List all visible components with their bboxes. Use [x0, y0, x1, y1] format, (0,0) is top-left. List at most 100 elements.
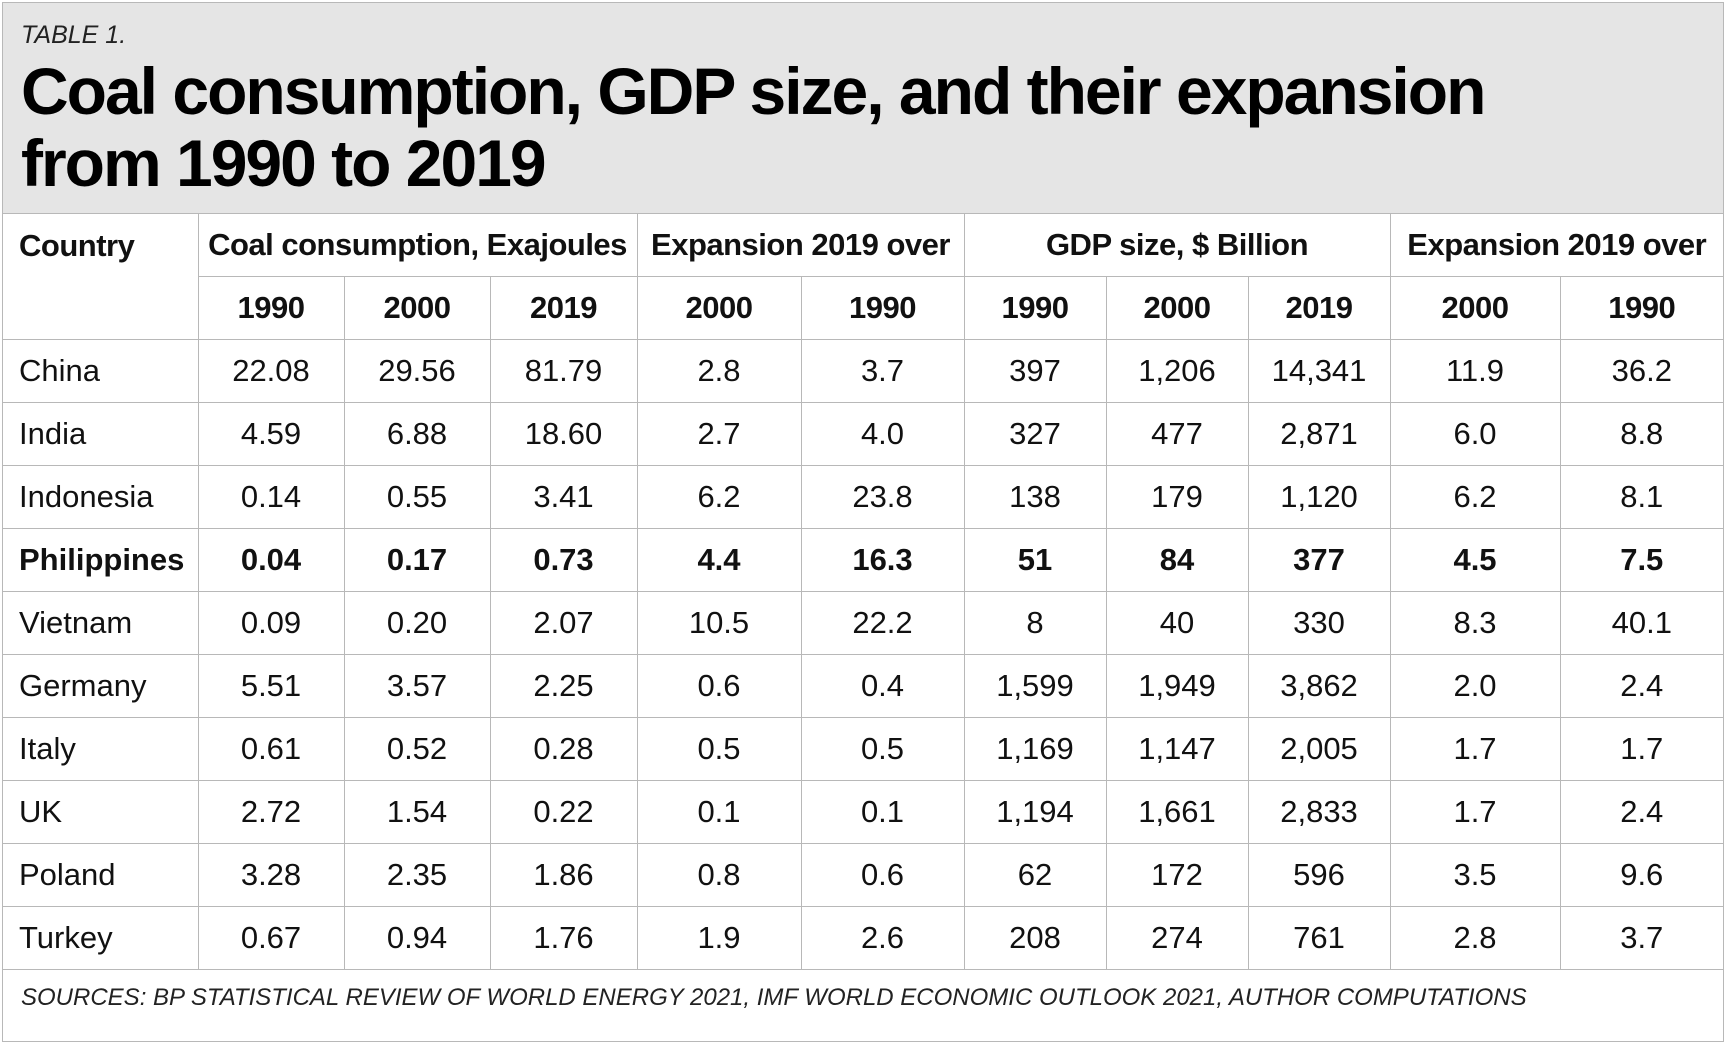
sub-header: 1990 — [964, 276, 1107, 340]
value-cell: 1,949 — [1106, 654, 1249, 718]
value-cell: 2.0 — [1390, 654, 1561, 718]
value-cell: 4.4 — [637, 528, 802, 592]
value-cell: 0.28 — [490, 717, 638, 781]
value-cell: 18.60 — [490, 402, 638, 466]
value-cell: 0.61 — [198, 717, 345, 781]
value-cell: 138 — [964, 465, 1107, 529]
value-cell: 14,341 — [1248, 339, 1391, 403]
value-cell: 3,862 — [1248, 654, 1391, 718]
sub-header: 2000 — [344, 276, 491, 340]
value-cell: 16.3 — [801, 528, 965, 592]
sub-header: 2019 — [490, 276, 638, 340]
value-cell: 1,147 — [1106, 717, 1249, 781]
value-cell: 8.3 — [1390, 591, 1561, 655]
value-cell: 274 — [1106, 906, 1249, 970]
table-row: Poland 3.28 2.35 1.86 0.8 0.6 62 172 596 3.5 9.6 — [3, 843, 1724, 907]
value-cell: 8.1 — [1560, 465, 1724, 529]
value-cell: 3.41 — [490, 465, 638, 529]
value-cell: 377 — [1248, 528, 1391, 592]
value-cell: 172 — [1106, 843, 1249, 907]
value-cell: 0.67 — [198, 906, 345, 970]
value-cell: 1.76 — [490, 906, 638, 970]
value-cell: 2,833 — [1248, 780, 1391, 844]
value-cell: 7.5 — [1560, 528, 1724, 592]
value-cell: 40.1 — [1560, 591, 1724, 655]
value-cell: 2.4 — [1560, 654, 1724, 718]
value-cell: 0.20 — [344, 591, 491, 655]
value-cell: 1,120 — [1248, 465, 1391, 529]
value-cell: 0.6 — [637, 654, 802, 718]
value-cell: 0.1 — [801, 780, 965, 844]
value-cell: 1,599 — [964, 654, 1107, 718]
value-cell: 0.55 — [344, 465, 491, 529]
value-cell: 1,169 — [964, 717, 1107, 781]
value-cell: 81.79 — [490, 339, 638, 403]
column-header-gdp-size: GDP size, $ Billion — [964, 214, 1391, 277]
country-cell: Germany — [3, 654, 199, 718]
value-cell: 1.54 — [344, 780, 491, 844]
country-cell: Philippines — [3, 528, 199, 592]
country-cell: UK — [3, 780, 199, 844]
value-cell: 0.17 — [344, 528, 491, 592]
country-cell: Italy — [3, 717, 199, 781]
value-cell: 2.72 — [198, 780, 345, 844]
country-cell: China — [3, 339, 199, 403]
value-cell: 0.5 — [801, 717, 965, 781]
value-cell: 1,194 — [964, 780, 1107, 844]
value-cell: 4.0 — [801, 402, 965, 466]
value-cell: 330 — [1248, 591, 1391, 655]
value-cell: 4.5 — [1390, 528, 1561, 592]
sources-note: SOURCES: BP STATISTICAL REVIEW OF WORLD … — [21, 984, 1527, 1011]
value-cell: 397 — [964, 339, 1107, 403]
value-cell: 179 — [1106, 465, 1249, 529]
value-cell: 2.6 — [801, 906, 965, 970]
sub-header: 2000 — [637, 276, 802, 340]
value-cell: 477 — [1106, 402, 1249, 466]
value-cell: 0.09 — [198, 591, 345, 655]
value-cell: 3.7 — [1560, 906, 1724, 970]
value-cell: 62 — [964, 843, 1107, 907]
table-row: Indonesia 0.14 0.55 3.41 6.2 23.8 138 179 1,120 6… — [3, 465, 1724, 529]
sub-header-row: 1990 2000 2019 2000 1990 1990 2000 2019 … — [3, 276, 1724, 340]
sub-header: 1990 — [1560, 276, 1724, 340]
value-cell: 0.6 — [801, 843, 965, 907]
value-cell: 84 — [1106, 528, 1249, 592]
column-header-coal-consumption: Coal consumption, Exajoules — [198, 214, 638, 277]
value-cell: 2.07 — [490, 591, 638, 655]
value-cell: 3.28 — [198, 843, 345, 907]
value-cell: 23.8 — [801, 465, 965, 529]
value-cell: 0.4 — [801, 654, 965, 718]
sub-header: 2000 — [1390, 276, 1561, 340]
value-cell: 3.5 — [1390, 843, 1561, 907]
table-row: UK 2.72 1.54 0.22 0.1 0.1 1,194 1,661 2,833 1.7 2.… — [3, 780, 1724, 844]
value-cell: 6.88 — [344, 402, 491, 466]
value-cell: 1.9 — [637, 906, 802, 970]
column-header-coal-expansion: Expansion 2019 over — [637, 214, 965, 277]
value-cell: 8.8 — [1560, 402, 1724, 466]
value-cell: 2,871 — [1248, 402, 1391, 466]
value-cell: 22.2 — [801, 591, 965, 655]
table-row: Philippines 0.04 0.17 0.73 4.4 16.3 51 84 377 4.5… — [3, 528, 1724, 592]
sub-header: 2000 — [1106, 276, 1249, 340]
value-cell: 3.7 — [801, 339, 965, 403]
value-cell: 0.04 — [198, 528, 345, 592]
value-cell: 2.4 — [1560, 780, 1724, 844]
value-cell: 5.51 — [198, 654, 345, 718]
value-cell: 6.2 — [1390, 465, 1561, 529]
country-cell: Vietnam — [3, 591, 199, 655]
value-cell: 40 — [1106, 591, 1249, 655]
value-cell: 2,005 — [1248, 717, 1391, 781]
group-header-row: Country Coal consumption, Exajoules Expa… — [3, 214, 1724, 340]
value-cell: 51 — [964, 528, 1107, 592]
value-cell: 2.25 — [490, 654, 638, 718]
table-row: Germany 5.51 3.57 2.25 0.6 0.4 1,599 1,949 3,862… — [3, 654, 1724, 718]
table-row: Vietnam 0.09 0.20 2.07 10.5 22.2 8 40 330 8.3 40.1 — [3, 591, 1724, 655]
sub-header: 1990 — [801, 276, 965, 340]
table-label: TABLE 1. — [21, 21, 127, 49]
data-table: Country Coal consumption, Exajoules Expa… — [3, 214, 1724, 970]
value-cell: 1,661 — [1106, 780, 1249, 844]
value-cell: 11.9 — [1390, 339, 1561, 403]
country-cell: Indonesia — [3, 465, 199, 529]
sub-header: 2019 — [1248, 276, 1391, 340]
